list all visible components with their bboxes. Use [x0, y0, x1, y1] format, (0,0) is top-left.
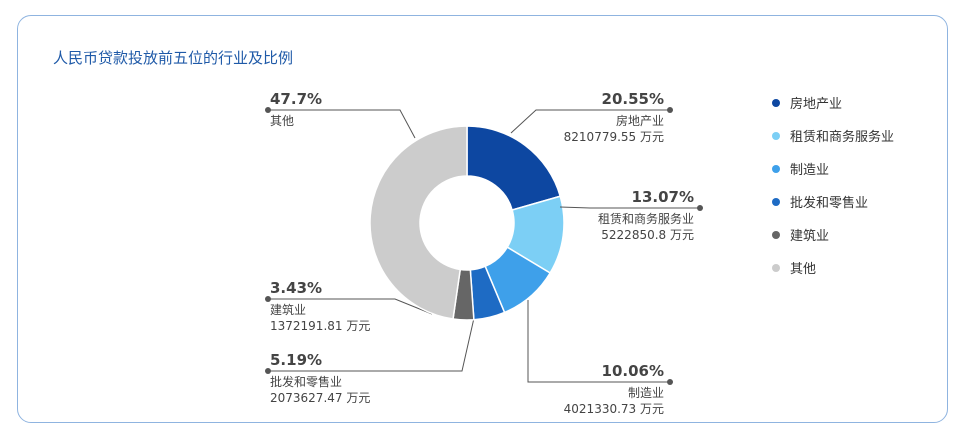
donut-slice-0[interactable]	[466, 125, 562, 211]
legend-label: 租赁和商务服务业	[790, 130, 895, 145]
legend-label: 其他	[790, 262, 817, 277]
legend-label: 房地产业	[790, 97, 843, 112]
leader-line-5	[268, 109, 416, 139]
legend-item-construction[interactable]: 建筑业	[772, 218, 894, 251]
slice-name-label: 租赁和商务服务业	[598, 211, 694, 226]
leader-line-2	[527, 300, 670, 383]
legend-marker	[772, 230, 780, 239]
slice-amount-label: 8210779.55 万元	[564, 130, 664, 144]
legend-item-other[interactable]: 其他	[772, 251, 894, 284]
slice-percent-label: 13.07%	[632, 188, 694, 206]
slice-amount-label: 1372191.81 万元	[270, 319, 370, 333]
slice-percent-label: 47.7%	[270, 90, 322, 108]
slice-percent-label: 20.55%	[602, 90, 664, 108]
leader-line-3	[268, 317, 475, 372]
slice-name-label: 制造业	[628, 386, 664, 400]
leader-dot-1	[697, 205, 703, 211]
leader-line-0	[510, 109, 670, 134]
legend-marker	[772, 197, 780, 206]
chart-card	[17, 15, 948, 423]
leader-dot-3	[265, 368, 271, 374]
legend-label: 批发和零售业	[790, 196, 869, 211]
legend-marker	[772, 98, 780, 107]
slice-amount-label: 5222850.8 万元	[601, 228, 694, 242]
legend-marker	[772, 131, 780, 140]
slice-percent-label: 3.43%	[270, 279, 322, 297]
leader-line-1	[559, 206, 700, 209]
leader-line-4	[268, 298, 433, 315]
legend-label: 建筑业	[790, 229, 830, 244]
leader-dot-0	[667, 107, 673, 113]
slice-name-label: 批发和零售业	[270, 374, 342, 389]
slice-percent-label: 5.19%	[270, 351, 322, 369]
leader-dot-2	[667, 379, 673, 385]
leader-dot-5	[265, 107, 271, 113]
legend-item-real-estate[interactable]: 房地产业	[772, 86, 894, 119]
legend-item-wholesale-retail[interactable]: 批发和零售业	[772, 185, 894, 218]
slice-name-label: 建筑业	[270, 302, 306, 317]
slice-percent-label: 10.06%	[602, 362, 664, 380]
legend-marker	[772, 164, 780, 173]
legend-marker	[772, 263, 780, 272]
slice-name-label: 其他	[270, 114, 294, 128]
legend: 房地产业 租赁和商务服务业 制造业 批发和零售业 建筑业 其他	[772, 86, 894, 284]
leader-dot-4	[265, 296, 271, 302]
donut-slice-5[interactable]	[369, 125, 468, 320]
legend-item-manufacturing[interactable]: 制造业	[772, 152, 894, 185]
slice-name-label: 房地产业	[616, 113, 664, 128]
slice-amount-label: 4021330.73 万元	[564, 402, 664, 416]
slice-amount-label: 2073627.47 万元	[270, 391, 370, 405]
legend-item-leasing[interactable]: 租赁和商务服务业	[772, 119, 894, 152]
legend-label: 制造业	[790, 163, 830, 178]
chart-title: 人民币贷款投放前五位的行业及比例	[53, 49, 294, 67]
